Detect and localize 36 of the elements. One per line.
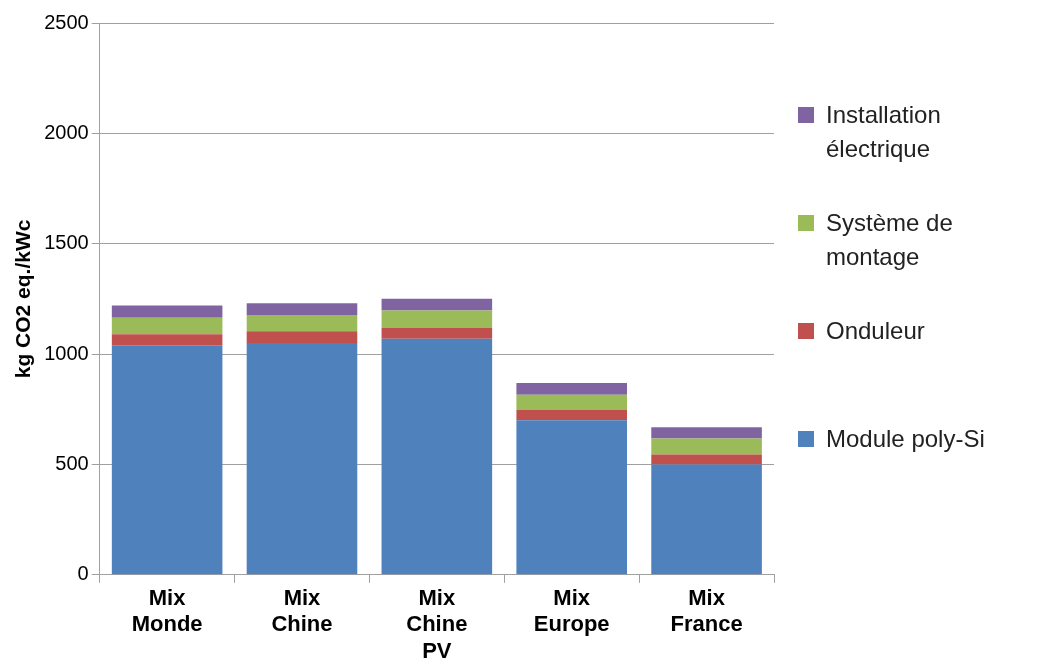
bar (381, 298, 493, 311)
bar (246, 331, 358, 344)
bar (111, 305, 223, 318)
bar (651, 454, 762, 465)
legend-label: Module poly-Si (826, 424, 985, 454)
y-tick-label: 500 (55, 451, 89, 474)
x-tick-label: Mix Monde (131, 585, 203, 637)
bar (111, 345, 223, 575)
bar (381, 328, 493, 339)
legend-label: Système de montage (826, 208, 954, 272)
y-tick-label: 2000 (44, 120, 89, 143)
x-tick-label: Mix France (670, 585, 743, 637)
y-tick-label: 1500 (44, 231, 89, 254)
bar (516, 394, 627, 410)
bar (651, 438, 762, 455)
legend-label: Installation électrique (826, 100, 942, 164)
legend-label: Onduleur (826, 316, 925, 346)
y-axis-title: kg CO2 eq./kWc (11, 219, 35, 379)
x-tick-label: Mix Europe (533, 585, 610, 637)
bar (651, 464, 762, 575)
bar (111, 317, 223, 335)
y-tick-label: 0 (77, 562, 89, 585)
bar (111, 334, 223, 346)
bar (381, 310, 493, 329)
x-tick-label: Mix Chine (271, 585, 333, 637)
bar (516, 382, 627, 395)
bar (516, 409, 627, 421)
y-tick-label: 1000 (44, 341, 89, 364)
bar (246, 315, 358, 332)
y-tick-label: 2500 (44, 10, 89, 33)
bar (246, 343, 358, 575)
bar (651, 427, 762, 439)
bar (516, 420, 627, 575)
bar (381, 338, 493, 575)
bar (246, 303, 358, 316)
x-tick-label: Mix Chine PV (406, 585, 468, 663)
